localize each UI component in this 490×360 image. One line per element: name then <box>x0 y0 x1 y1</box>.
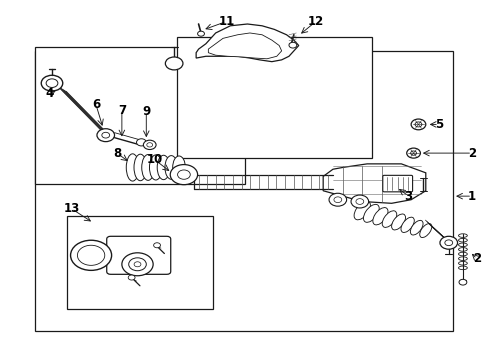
Polygon shape <box>196 24 299 62</box>
Text: 2: 2 <box>473 252 481 265</box>
Ellipse shape <box>134 154 147 181</box>
Circle shape <box>329 193 346 206</box>
Circle shape <box>197 31 204 36</box>
Text: 5: 5 <box>435 118 443 131</box>
Circle shape <box>154 243 160 248</box>
Circle shape <box>440 236 458 249</box>
Circle shape <box>415 122 422 127</box>
Bar <box>35 51 453 330</box>
FancyBboxPatch shape <box>107 236 171 274</box>
Text: 13: 13 <box>63 202 80 215</box>
Circle shape <box>128 275 135 280</box>
Text: 9: 9 <box>142 105 150 118</box>
Circle shape <box>97 129 115 141</box>
Ellipse shape <box>459 248 467 251</box>
Circle shape <box>170 165 197 185</box>
Polygon shape <box>208 33 282 59</box>
Ellipse shape <box>165 156 178 179</box>
Ellipse shape <box>459 234 467 237</box>
Ellipse shape <box>401 217 414 233</box>
Ellipse shape <box>382 211 397 228</box>
Circle shape <box>137 139 147 146</box>
Ellipse shape <box>149 155 162 180</box>
Circle shape <box>177 170 190 179</box>
Ellipse shape <box>126 154 139 181</box>
Text: 1: 1 <box>468 190 476 203</box>
Ellipse shape <box>459 261 467 265</box>
Circle shape <box>334 197 342 203</box>
Ellipse shape <box>142 154 154 180</box>
Ellipse shape <box>459 266 467 270</box>
Circle shape <box>356 199 364 204</box>
Text: 2: 2 <box>468 147 476 159</box>
Circle shape <box>351 195 368 208</box>
Circle shape <box>407 148 420 158</box>
Circle shape <box>41 75 63 91</box>
Circle shape <box>46 79 58 87</box>
Circle shape <box>71 240 112 270</box>
FancyBboxPatch shape <box>383 175 413 192</box>
Ellipse shape <box>410 220 423 235</box>
Ellipse shape <box>420 224 432 238</box>
Ellipse shape <box>459 243 467 247</box>
Ellipse shape <box>172 156 185 179</box>
Circle shape <box>445 240 453 246</box>
Circle shape <box>147 143 153 147</box>
Ellipse shape <box>157 155 170 180</box>
Bar <box>67 216 213 309</box>
Text: 12: 12 <box>308 15 324 28</box>
Text: 8: 8 <box>113 147 121 159</box>
Bar <box>35 47 245 184</box>
Circle shape <box>289 42 297 48</box>
Bar <box>176 37 372 158</box>
Text: 3: 3 <box>405 190 413 203</box>
Text: 10: 10 <box>147 153 163 166</box>
Ellipse shape <box>364 204 379 222</box>
Circle shape <box>134 262 141 267</box>
Ellipse shape <box>459 238 467 242</box>
Text: 11: 11 <box>219 15 235 28</box>
Circle shape <box>411 151 416 155</box>
Circle shape <box>165 57 183 70</box>
Circle shape <box>77 245 105 265</box>
Ellipse shape <box>354 201 370 220</box>
Text: 4: 4 <box>46 87 54 100</box>
Text: 6: 6 <box>92 98 100 111</box>
Circle shape <box>144 140 156 149</box>
Ellipse shape <box>459 252 467 256</box>
Text: 7: 7 <box>118 104 126 117</box>
Circle shape <box>102 132 110 138</box>
Ellipse shape <box>459 257 467 260</box>
Circle shape <box>122 253 153 276</box>
Polygon shape <box>323 164 426 203</box>
Ellipse shape <box>392 214 406 230</box>
Circle shape <box>459 279 467 285</box>
Ellipse shape <box>373 208 388 225</box>
Circle shape <box>411 119 426 130</box>
Circle shape <box>129 258 147 271</box>
